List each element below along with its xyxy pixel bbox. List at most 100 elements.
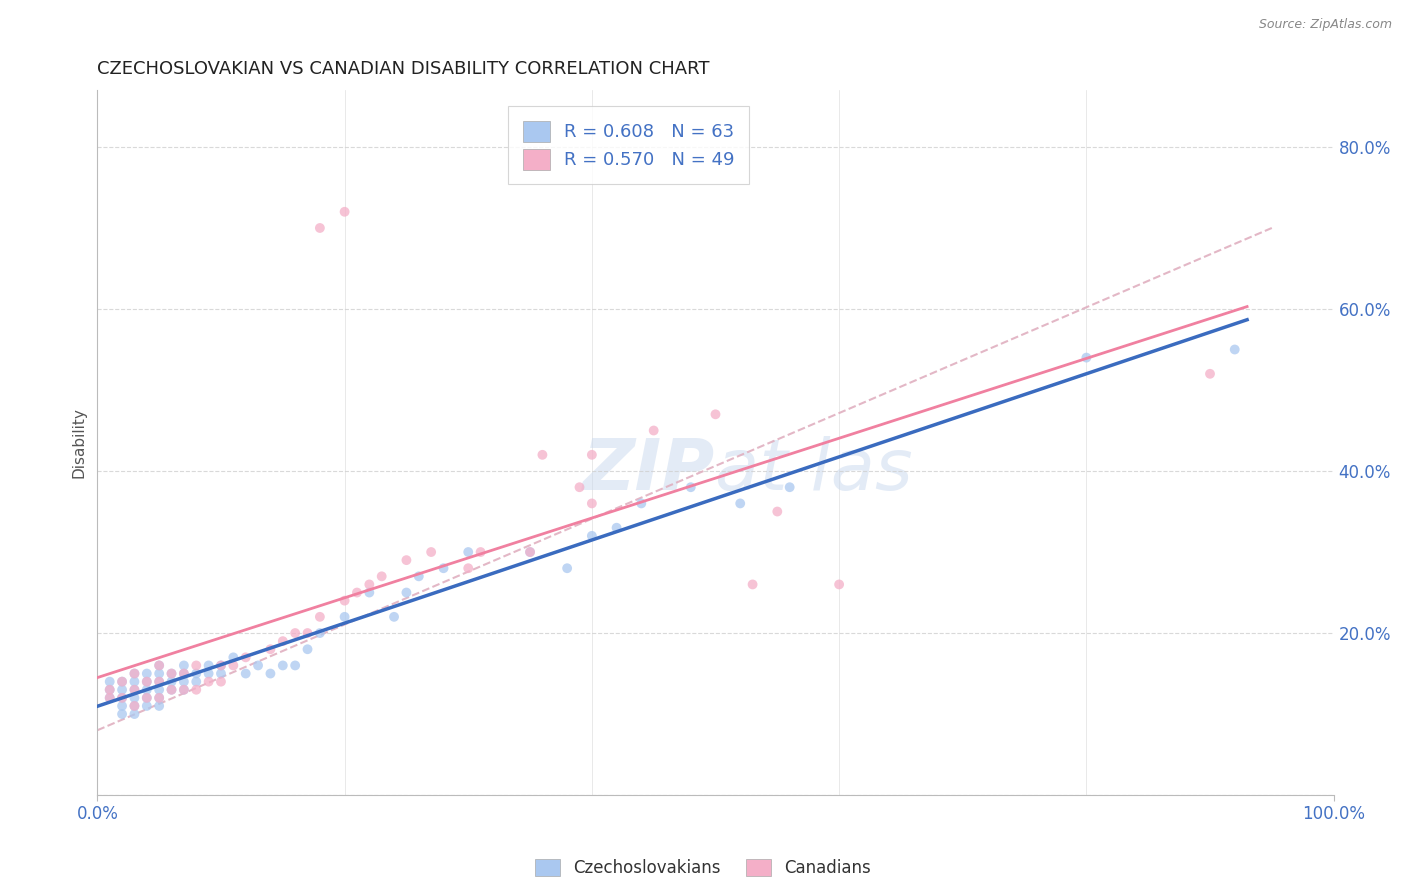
Point bbox=[581, 496, 603, 510]
Point bbox=[173, 658, 195, 673]
Point bbox=[124, 682, 146, 697]
Point bbox=[148, 690, 170, 705]
Point bbox=[828, 577, 851, 591]
Point bbox=[370, 569, 392, 583]
Point bbox=[124, 707, 146, 722]
Point bbox=[173, 666, 195, 681]
Point bbox=[766, 504, 789, 518]
Point bbox=[470, 545, 492, 559]
Point bbox=[382, 610, 405, 624]
Legend: R = 0.608   N = 63, R = 0.570   N = 49: R = 0.608 N = 63, R = 0.570 N = 49 bbox=[509, 106, 749, 184]
Point bbox=[98, 682, 121, 697]
Point bbox=[519, 545, 541, 559]
Point bbox=[111, 690, 134, 705]
Point bbox=[98, 682, 121, 697]
Point bbox=[333, 610, 356, 624]
Point bbox=[741, 577, 763, 591]
Point bbox=[457, 561, 479, 575]
Point bbox=[197, 666, 219, 681]
Point bbox=[1076, 351, 1098, 365]
Point bbox=[209, 658, 232, 673]
Point bbox=[408, 569, 430, 583]
Point bbox=[148, 690, 170, 705]
Point bbox=[173, 666, 195, 681]
Point bbox=[197, 658, 219, 673]
Point bbox=[124, 674, 146, 689]
Text: Source: ZipAtlas.com: Source: ZipAtlas.com bbox=[1258, 18, 1392, 31]
Point bbox=[420, 545, 443, 559]
Point bbox=[606, 521, 628, 535]
Point bbox=[135, 682, 157, 697]
Point bbox=[160, 666, 183, 681]
Point bbox=[160, 674, 183, 689]
Point bbox=[284, 658, 307, 673]
Point bbox=[124, 666, 146, 681]
Point bbox=[247, 658, 270, 673]
Point bbox=[148, 658, 170, 673]
Text: ZIP: ZIP bbox=[583, 436, 716, 506]
Point bbox=[519, 545, 541, 559]
Point bbox=[148, 674, 170, 689]
Point bbox=[643, 424, 665, 438]
Point bbox=[222, 650, 245, 665]
Point bbox=[395, 585, 418, 599]
Point bbox=[359, 577, 381, 591]
Point bbox=[160, 682, 183, 697]
Point bbox=[111, 707, 134, 722]
Point bbox=[111, 674, 134, 689]
Point bbox=[531, 448, 554, 462]
Point bbox=[259, 642, 281, 657]
Point bbox=[209, 674, 232, 689]
Point bbox=[173, 682, 195, 697]
Point bbox=[779, 480, 801, 494]
Point bbox=[98, 690, 121, 705]
Point bbox=[148, 698, 170, 713]
Point bbox=[98, 690, 121, 705]
Point bbox=[173, 674, 195, 689]
Point bbox=[271, 658, 294, 673]
Point bbox=[148, 674, 170, 689]
Point bbox=[333, 204, 356, 219]
Point bbox=[186, 658, 208, 673]
Point bbox=[309, 626, 332, 640]
Point bbox=[124, 698, 146, 713]
Point bbox=[704, 407, 727, 421]
Point bbox=[555, 561, 578, 575]
Point bbox=[209, 658, 232, 673]
Point bbox=[581, 448, 603, 462]
Point bbox=[173, 682, 195, 697]
Point bbox=[309, 610, 332, 624]
Point bbox=[581, 529, 603, 543]
Point bbox=[160, 666, 183, 681]
Point bbox=[111, 674, 134, 689]
Point bbox=[135, 690, 157, 705]
Point bbox=[297, 642, 319, 657]
Point bbox=[148, 682, 170, 697]
Point bbox=[135, 674, 157, 689]
Point bbox=[186, 682, 208, 697]
Text: CZECHOSLOVAKIAN VS CANADIAN DISABILITY CORRELATION CHART: CZECHOSLOVAKIAN VS CANADIAN DISABILITY C… bbox=[97, 60, 710, 78]
Point bbox=[1199, 367, 1222, 381]
Point bbox=[457, 545, 479, 559]
Point bbox=[259, 666, 281, 681]
Point bbox=[111, 698, 134, 713]
Point bbox=[333, 593, 356, 607]
Point bbox=[271, 634, 294, 648]
Point bbox=[679, 480, 702, 494]
Point bbox=[197, 674, 219, 689]
Point bbox=[124, 682, 146, 697]
Point bbox=[124, 690, 146, 705]
Point bbox=[148, 666, 170, 681]
Point bbox=[111, 690, 134, 705]
Point bbox=[395, 553, 418, 567]
Point bbox=[135, 698, 157, 713]
Point bbox=[432, 561, 454, 575]
Point bbox=[222, 658, 245, 673]
Legend: Czechoslovakians, Canadians: Czechoslovakians, Canadians bbox=[529, 852, 877, 884]
Point bbox=[1223, 343, 1246, 357]
Point bbox=[135, 674, 157, 689]
Point bbox=[186, 674, 208, 689]
Point bbox=[98, 674, 121, 689]
Point bbox=[186, 666, 208, 681]
Point bbox=[568, 480, 591, 494]
